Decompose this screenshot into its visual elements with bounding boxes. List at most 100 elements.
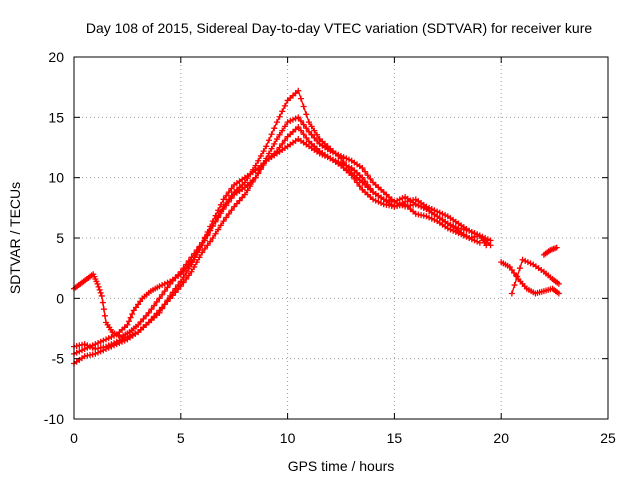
- data-point: [193, 249, 200, 256]
- data-point: [308, 123, 315, 130]
- data-point: [207, 238, 214, 245]
- data-point: [522, 257, 529, 264]
- data-point: [111, 332, 118, 339]
- data-point: [111, 342, 118, 349]
- data-point: [212, 212, 219, 219]
- data-point: [524, 259, 531, 266]
- data-point: [135, 301, 142, 308]
- data-point: [316, 150, 323, 157]
- data-point: [511, 269, 518, 276]
- data-point: [148, 306, 155, 313]
- data-point: [121, 337, 128, 344]
- data-point: [217, 201, 224, 208]
- data-point: [231, 203, 238, 210]
- data-point: [159, 305, 166, 312]
- data-point: [217, 210, 224, 217]
- data-point: [153, 298, 160, 305]
- series-track-5: [498, 259, 562, 297]
- data-point: [223, 214, 230, 221]
- data-point: [140, 315, 147, 322]
- data-point: [263, 143, 270, 150]
- data-point: [428, 215, 435, 222]
- y-axis-label: SDTVAR / TECUs: [7, 182, 23, 294]
- data-point: [191, 254, 198, 261]
- data-point: [108, 343, 115, 350]
- data-point: [476, 232, 483, 239]
- data-point: [116, 339, 123, 346]
- data-point: [474, 238, 481, 245]
- data-point: [151, 302, 158, 309]
- data-point: [177, 271, 184, 278]
- data-point: [271, 125, 278, 132]
- data-point: [124, 321, 131, 328]
- data-point: [95, 283, 102, 290]
- data-point: [418, 203, 425, 210]
- data-point: [127, 314, 134, 321]
- data-point: [132, 304, 139, 311]
- data-point: [340, 161, 347, 168]
- data-point: [338, 160, 344, 167]
- data-point: [479, 233, 486, 240]
- data-point: [255, 157, 262, 164]
- data-point: [236, 197, 243, 204]
- x-tick-labels: 0 5 10 15 20 25: [70, 430, 616, 446]
- data-point: [199, 239, 206, 246]
- data-point: [119, 338, 126, 345]
- data-point: [252, 174, 259, 181]
- data-point: [516, 265, 523, 272]
- data-point: [354, 179, 361, 186]
- data-point: [92, 350, 99, 357]
- data-point: [343, 155, 350, 162]
- data-point: [297, 117, 304, 124]
- data-point: [271, 140, 278, 147]
- data-point: [367, 185, 374, 192]
- data-point: [289, 116, 296, 123]
- data-point: [97, 338, 104, 345]
- data-point: [527, 260, 534, 267]
- data-point: [348, 172, 355, 179]
- data-point: [99, 299, 106, 306]
- data-point: [185, 262, 192, 269]
- data-point: [468, 228, 475, 235]
- x-tick-label: 20: [493, 430, 509, 446]
- data-point: [94, 280, 101, 287]
- data-point: [103, 336, 110, 343]
- data-point: [300, 103, 307, 110]
- data-point: [96, 286, 103, 293]
- data-point: [356, 183, 363, 190]
- data-point: [471, 230, 478, 237]
- data-point: [308, 131, 315, 138]
- data-point: [188, 259, 195, 266]
- data-point: [143, 312, 150, 319]
- data-point: [273, 119, 280, 126]
- data-point: [327, 155, 334, 162]
- data-point: [474, 231, 481, 238]
- data-point: [223, 192, 230, 199]
- data-point: [303, 125, 310, 132]
- data-point: [487, 237, 494, 244]
- data-point: [442, 212, 449, 219]
- data-point: [89, 342, 96, 349]
- data-point: [180, 274, 187, 281]
- data-point: [201, 234, 208, 241]
- data-point: [177, 278, 184, 285]
- data-point: [87, 343, 94, 350]
- data-point: [225, 189, 232, 196]
- data-point: [204, 242, 211, 249]
- data-point: [209, 218, 216, 225]
- data-point: [463, 233, 470, 240]
- series-track-7: [540, 244, 560, 258]
- x-tick-label: 10: [280, 430, 296, 446]
- data-point: [212, 230, 219, 237]
- data-point: [204, 228, 211, 235]
- data-point: [346, 156, 353, 163]
- data-point: [319, 151, 326, 158]
- data-point: [81, 346, 88, 353]
- data-point: [482, 235, 489, 241]
- data-point: [180, 268, 187, 275]
- data-point: [156, 295, 163, 302]
- y-tick-labels: -10 -5 0 5 10 15 20: [44, 49, 64, 427]
- data-point: [268, 145, 275, 152]
- data-point: [484, 236, 491, 243]
